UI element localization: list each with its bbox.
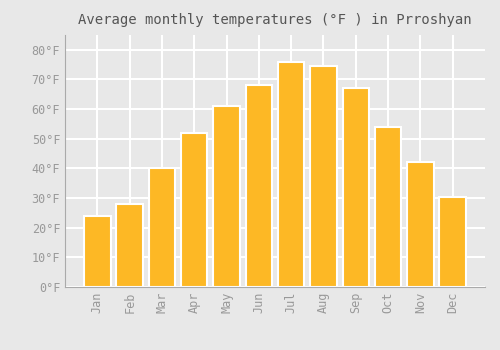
Bar xyxy=(246,85,272,287)
Bar xyxy=(181,133,208,287)
Bar xyxy=(407,162,434,287)
Bar xyxy=(310,66,336,287)
Bar xyxy=(84,216,110,287)
Bar xyxy=(148,168,175,287)
Title: Average monthly temperatures (°F ) in Prroshyan: Average monthly temperatures (°F ) in Pr… xyxy=(78,13,472,27)
Bar xyxy=(342,88,369,287)
Bar xyxy=(214,106,240,287)
Bar xyxy=(375,127,402,287)
Bar xyxy=(278,62,304,287)
Bar xyxy=(116,204,143,287)
Bar xyxy=(440,197,466,287)
